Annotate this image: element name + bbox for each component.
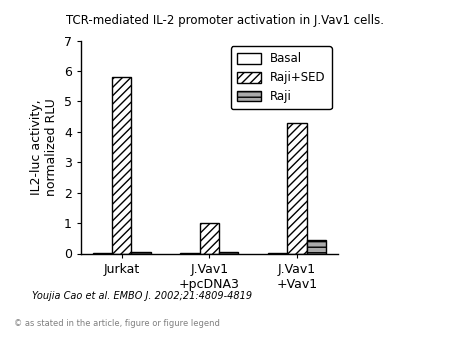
Text: EMBO: EMBO xyxy=(371,303,412,316)
Text: TCR-mediated IL-2 promoter activation in J.Vav1 cells.: TCR-mediated IL-2 promoter activation in… xyxy=(66,14,384,26)
Bar xyxy=(112,77,131,254)
Bar xyxy=(180,253,200,254)
Text: Youjia Cao et al. EMBO J. 2002;21:4809-4819: Youjia Cao et al. EMBO J. 2002;21:4809-4… xyxy=(32,291,252,301)
Bar xyxy=(131,252,150,254)
Bar xyxy=(219,252,238,254)
Text: THE: THE xyxy=(385,296,398,303)
Bar xyxy=(306,240,326,254)
Bar xyxy=(268,253,287,254)
Bar xyxy=(287,123,306,254)
Bar xyxy=(200,223,219,254)
Text: JOURNAL: JOURNAL xyxy=(378,317,405,322)
Y-axis label: IL2-luc activity,
normalized RLU: IL2-luc activity, normalized RLU xyxy=(31,98,58,196)
Text: © as stated in the article, figure or figure legend: © as stated in the article, figure or fi… xyxy=(14,319,220,328)
Bar xyxy=(93,253,112,254)
Legend: Basal, Raji+SED, Raji: Basal, Raji+SED, Raji xyxy=(231,46,332,109)
